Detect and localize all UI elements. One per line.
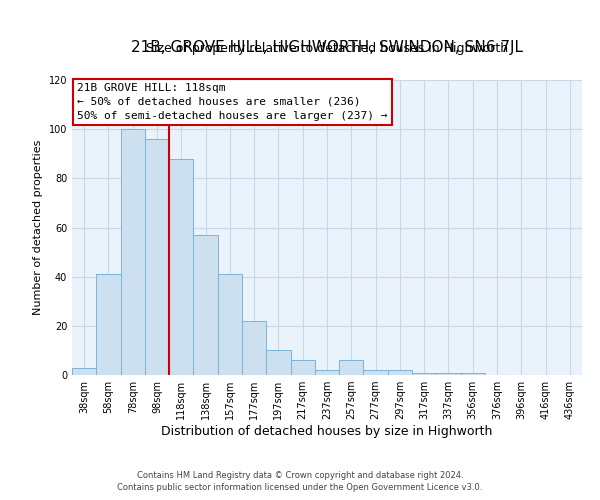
Bar [193,235,218,375]
X-axis label: Distribution of detached houses by size in Highworth: Distribution of detached houses by size … [161,425,493,438]
Bar [412,372,436,375]
Bar [461,372,485,375]
Bar [242,321,266,375]
Bar [290,360,315,375]
Bar [72,368,96,375]
Bar [145,139,169,375]
Bar [315,370,339,375]
Bar [339,360,364,375]
Title: Size of property relative to detached houses in Highworth: Size of property relative to detached ho… [146,42,508,55]
Text: Contains HM Land Registry data © Crown copyright and database right 2024.
Contai: Contains HM Land Registry data © Crown c… [118,471,482,492]
Bar [121,129,145,375]
Bar [218,274,242,375]
Bar [436,372,461,375]
Y-axis label: Number of detached properties: Number of detached properties [33,140,43,315]
Bar [266,350,290,375]
Bar [388,370,412,375]
Bar [169,158,193,375]
Text: 21B, GROVE HILL, HIGHWORTH, SWINDON, SN6 7JL: 21B, GROVE HILL, HIGHWORTH, SWINDON, SN6… [131,40,523,55]
Bar [96,274,121,375]
Bar [364,370,388,375]
Text: 21B GROVE HILL: 118sqm
← 50% of detached houses are smaller (236)
50% of semi-de: 21B GROVE HILL: 118sqm ← 50% of detached… [77,83,388,121]
